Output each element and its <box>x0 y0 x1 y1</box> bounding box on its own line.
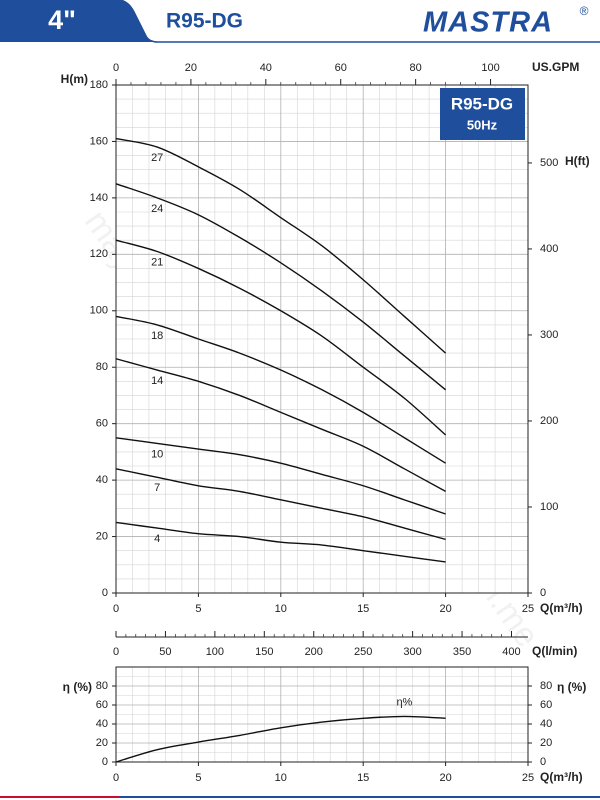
y-tick-label: 0 <box>102 587 108 599</box>
curve-label: 4 <box>154 533 160 545</box>
plot-border <box>115 666 529 763</box>
y-tick-label: 80 <box>96 680 108 692</box>
x2-tick-label: 60 <box>335 62 347 74</box>
y2-tick-label: 200 <box>540 415 558 427</box>
model-box <box>440 88 525 140</box>
x2-tick-label: 20 <box>185 62 197 74</box>
y2-tick-label: 40 <box>540 718 552 730</box>
curve-label: 10 <box>151 448 163 460</box>
y2-tick-label: 80 <box>540 680 552 692</box>
curve-label: 7 <box>154 482 160 494</box>
y2-tick-label: 500 <box>540 157 558 169</box>
x-tick-label: 10 <box>275 603 287 615</box>
x2-tick-label: 200 <box>305 646 323 658</box>
x-tick-label: 10 <box>275 772 287 784</box>
curve-label: 24 <box>151 203 163 215</box>
header-tab <box>0 0 158 42</box>
model-title: R95-DG <box>166 10 243 33</box>
plot-border <box>115 84 529 594</box>
y-tick-label: 40 <box>96 718 108 730</box>
performance-curve <box>115 521 446 563</box>
x2-tick-label: 350 <box>453 646 471 658</box>
x2-tick-label: 40 <box>260 62 272 74</box>
x2-tick-label: 50 <box>159 646 171 658</box>
performance-curve <box>115 358 446 493</box>
x2-tick-label: 150 <box>255 646 273 658</box>
performance-curve <box>115 437 446 515</box>
x-tick-label: 0 <box>113 603 119 615</box>
y-tick-label: 160 <box>90 135 108 147</box>
model-box-title: R95-DG <box>451 94 513 113</box>
x2-tick-label: 300 <box>403 646 421 658</box>
y-tick-label: 60 <box>96 418 108 430</box>
y-tick-label: 180 <box>90 79 108 91</box>
y2-tick-label: 0 <box>540 587 546 599</box>
y2-tick-label: 0 <box>540 756 546 768</box>
y-tick-label: 60 <box>96 699 108 711</box>
x2-tick-label: 100 <box>206 646 224 658</box>
registered-mark: ® <box>580 4 589 18</box>
x2-tick-label: 0 <box>113 62 119 74</box>
x2-tick-label: 250 <box>354 646 372 658</box>
y2-tick-label: 20 <box>540 737 552 749</box>
x2-tick-label: 80 <box>410 62 422 74</box>
performance-curve <box>115 468 446 541</box>
curve-label: 14 <box>151 375 163 387</box>
performance-curve <box>115 715 446 763</box>
performance-curve <box>115 137 447 354</box>
y-tick-label: 40 <box>96 474 108 486</box>
pump-size: 4" <box>48 5 76 35</box>
y2-axis-label: H(ft) <box>565 154 590 168</box>
y2-tick-label: 100 <box>540 501 558 513</box>
x-tick-label: 15 <box>357 772 369 784</box>
y-tick-label: 100 <box>90 305 108 317</box>
y-tick-label: 0 <box>102 756 108 768</box>
y-tick-label: 120 <box>90 248 108 260</box>
y-axis-label: η (%) <box>63 680 92 694</box>
x2-axis-label: Q(l/min) <box>532 644 577 658</box>
model-box-subtitle: 50Hz <box>467 117 498 132</box>
x-tick-label: 5 <box>195 772 201 784</box>
x2-tick-label: 0 <box>113 646 119 658</box>
x2-tick-label: 100 <box>481 62 499 74</box>
x-tick-label: 25 <box>522 772 534 784</box>
performance-curve <box>115 315 446 464</box>
x-tick-label: 15 <box>357 603 369 615</box>
performance-curve <box>115 239 447 436</box>
x2-tick-label: 400 <box>502 646 520 658</box>
y2-tick-label: 300 <box>540 329 558 341</box>
curve-label: 27 <box>151 152 163 164</box>
performance-curve <box>115 183 447 391</box>
x-axis-label: Q(m³/h) <box>540 770 583 784</box>
x-tick-label: 20 <box>439 772 451 784</box>
x-axis-label: Q(m³/h) <box>540 601 583 615</box>
x-tick-label: 0 <box>113 772 119 784</box>
y2-axis-label: η (%) <box>557 680 586 694</box>
y-tick-label: 20 <box>96 737 108 749</box>
x-tick-label: 25 <box>522 603 534 615</box>
x-tick-label: 5 <box>195 603 201 615</box>
y-tick-label: 140 <box>90 192 108 204</box>
curve-label: 21 <box>151 256 163 268</box>
y2-tick-label: 400 <box>540 243 558 255</box>
y-axis-label: H(m) <box>61 72 88 86</box>
x-tick-label: 20 <box>439 603 451 615</box>
y-tick-label: 20 <box>96 530 108 542</box>
y-tick-label: 80 <box>96 361 108 373</box>
y2-tick-label: 60 <box>540 699 552 711</box>
x2-axis-label: US.GPM <box>532 60 579 74</box>
brand-logo: MASTRA <box>423 7 553 39</box>
curve-label: 18 <box>151 330 163 342</box>
curve-label: η% <box>396 696 412 708</box>
